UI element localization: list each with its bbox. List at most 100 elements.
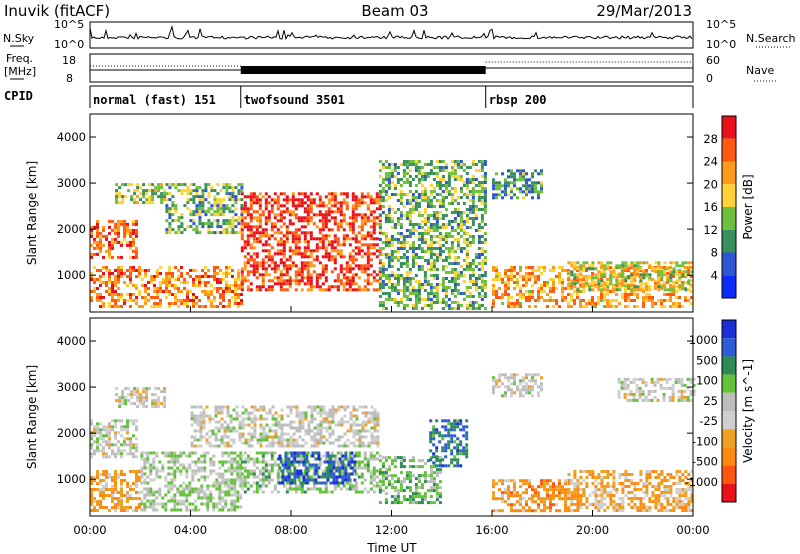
- heatmap-cell: [378, 286, 382, 289]
- heatmap-cell: [304, 429, 308, 433]
- heatmap-cell: [319, 420, 323, 424]
- heatmap-cell: [618, 273, 622, 277]
- heatmap-cell: [579, 267, 583, 271]
- heatmap-cell: [474, 184, 478, 187]
- heatmap-cell: [384, 172, 388, 175]
- heatmap-cell: [408, 292, 412, 295]
- heatmap-cell: [218, 502, 222, 506]
- heatmap-cell: [129, 470, 132, 473]
- heatmap-cell: [279, 285, 283, 289]
- heatmap-cell: [191, 475, 195, 479]
- heatmap-cell: [261, 282, 265, 286]
- heatmap-cell: [117, 476, 120, 479]
- heatmap-cell: [301, 420, 305, 424]
- heatmap-cell: [435, 220, 439, 223]
- heatmap-cell: [318, 201, 322, 205]
- heatmap-cell: [243, 490, 247, 494]
- heatmap-cell: [352, 420, 356, 424]
- heatmap-cell: [417, 244, 421, 247]
- heatmap-cell: [318, 261, 322, 265]
- heatmap-cell: [208, 441, 212, 445]
- heatmap-cell: [372, 246, 376, 250]
- heatmap-cell: [218, 493, 222, 497]
- heatmap-cell: [288, 267, 292, 271]
- heatmap-cell: [191, 472, 195, 476]
- heatmap-cell: [327, 198, 331, 202]
- heatmap-cell: [200, 502, 204, 506]
- heatmap-cell: [408, 211, 412, 214]
- heatmap-cell: [534, 181, 537, 185]
- heatmap-cell: [432, 205, 436, 208]
- heatmap-cell: [327, 285, 331, 289]
- heatmap-cell: [381, 304, 385, 307]
- heatmap-cell: [507, 193, 510, 197]
- heatmap-cell: [417, 238, 421, 241]
- heatmap-cell: [185, 505, 189, 509]
- colorbar-tick-label: 8: [711, 246, 718, 260]
- heatmap-cell: [480, 166, 484, 169]
- heatmap-cell: [405, 262, 409, 265]
- heatmap-cell: [303, 276, 307, 280]
- heatmap-cell: [167, 472, 171, 476]
- heatmap-cell: [468, 241, 472, 244]
- heatmap-cell: [384, 160, 388, 163]
- heatmap-cell: [239, 463, 243, 467]
- heatmap-cell: [227, 460, 231, 464]
- heatmap-cell: [99, 231, 102, 235]
- heatmap-cell: [157, 195, 161, 199]
- heatmap-cell: [399, 226, 403, 229]
- heatmap-cell: [630, 290, 633, 293]
- heatmap-cell: [354, 246, 358, 250]
- heatmap-cell: [304, 441, 308, 445]
- nave-tick-low: 0: [706, 72, 713, 85]
- heatmap-cell: [259, 441, 263, 445]
- heatmap-cell: [429, 229, 433, 232]
- heatmap-cell: [495, 187, 498, 191]
- heatmap-cell: [177, 231, 181, 235]
- heatmap-cell: [426, 220, 430, 223]
- heatmap-cell: [234, 213, 238, 217]
- heatmap-cell: [114, 281, 117, 284]
- heatmap-cell: [173, 478, 177, 482]
- heatmap-cell: [96, 278, 99, 281]
- heatmap-cell: [525, 275, 528, 278]
- heatmap-cell: [135, 437, 138, 441]
- heatmap-cell: [300, 267, 304, 271]
- heatmap-cell: [328, 423, 332, 427]
- heatmap-cell: [108, 440, 111, 444]
- heatmap-cell: [213, 299, 216, 302]
- heatmap-cell: [162, 278, 165, 281]
- heatmap-cell: [224, 478, 228, 482]
- heatmap-cell: [363, 270, 367, 274]
- heatmap-cell: [357, 264, 361, 268]
- heatmap-cell: [301, 423, 305, 427]
- heatmap-cell: [252, 246, 256, 250]
- heatmap-cell: [498, 193, 501, 197]
- heatmap-cell: [588, 264, 592, 268]
- heatmap-cell: [342, 276, 346, 280]
- heatmap-cell: [636, 267, 640, 271]
- heatmap-cell: [354, 198, 358, 202]
- heatmap-cell: [241, 435, 245, 439]
- heatmap-cell: [90, 243, 93, 247]
- heatmap-cell: [501, 281, 504, 284]
- heatmap-cell: [525, 284, 528, 287]
- heatmap-cell: [411, 304, 415, 307]
- heatmap-cell: [645, 269, 648, 272]
- heatmap-cell: [690, 266, 693, 269]
- heatmap-cell: [270, 466, 274, 470]
- heatmap-cell: [312, 285, 316, 289]
- heatmap-cell: [576, 278, 579, 281]
- heatmap-cell: [135, 269, 138, 272]
- heatmap-cell: [135, 275, 138, 278]
- heatmap-cell: [414, 274, 418, 277]
- heatmap-cell: [522, 169, 525, 173]
- heatmap-cell: [309, 288, 313, 292]
- heatmap-cell: [405, 286, 409, 289]
- heatmap-cell: [522, 296, 525, 299]
- heatmap-cell: [420, 250, 424, 253]
- heatmap-cell: [573, 299, 576, 302]
- heatmap-cell: [120, 243, 123, 247]
- heatmap-cell: [304, 432, 308, 436]
- heatmap-cell: [115, 192, 119, 196]
